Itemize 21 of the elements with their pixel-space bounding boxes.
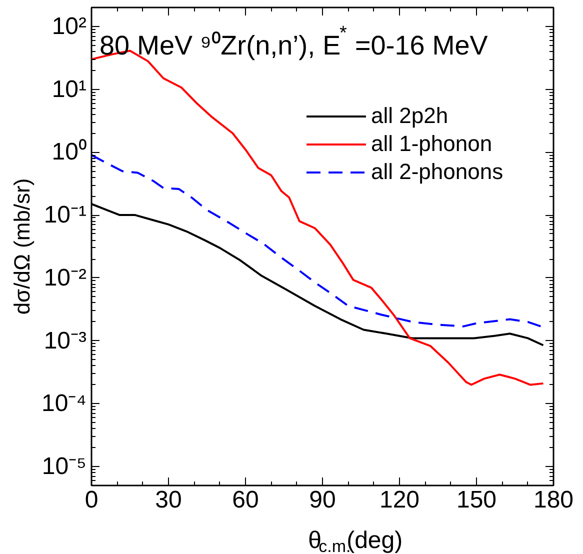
- y-tick-label: 10⁰: [52, 138, 87, 166]
- x-tick-label: 180: [533, 486, 574, 514]
- y-tick-label: 10⁻²: [44, 264, 87, 292]
- text: 80 MeV ⁹⁰Zr(n,n’), E*=0-16 MeV: [100, 22, 488, 60]
- y-tick-label: 10⁻⁴: [41, 390, 87, 418]
- legend-label: all 2p2h: [371, 103, 448, 129]
- y-tick-label: 10⁻³: [44, 327, 87, 354]
- y-tick-label: 10²: [52, 12, 87, 40]
- y-tick-label: 10⁻⁵: [42, 453, 87, 480]
- x-tick-label: 0: [84, 486, 98, 514]
- x-tick-label: 60: [232, 486, 259, 514]
- x-tick-label: 90: [309, 486, 336, 514]
- x-tick-label: 150: [456, 486, 497, 514]
- y-tick-label: 10¹: [52, 76, 87, 103]
- y-axis-title: dσ/dΩ (mb/sr): [9, 178, 34, 315]
- line-series: [92, 154, 542, 328]
- y-tick-label: 10⁻¹: [44, 202, 87, 229]
- x-tick-label: 30: [155, 486, 182, 514]
- x-tick-label: 120: [379, 486, 420, 514]
- legend-label: all 2-phonons: [371, 159, 504, 185]
- legend-label: all 1-phonon: [371, 131, 492, 157]
